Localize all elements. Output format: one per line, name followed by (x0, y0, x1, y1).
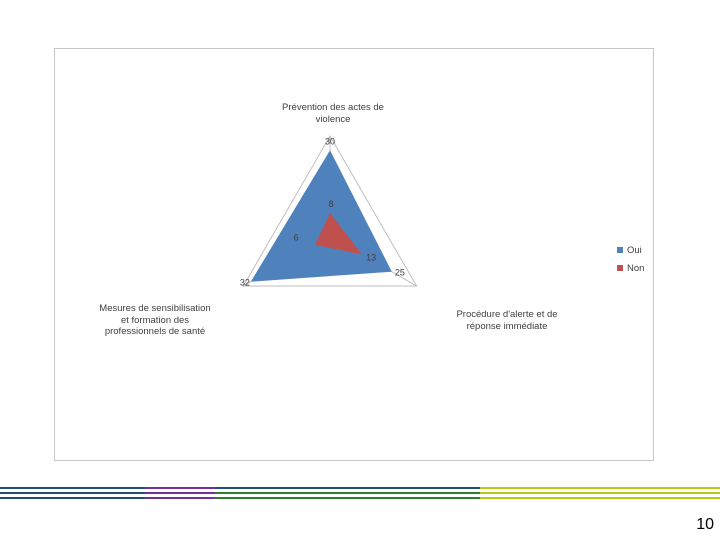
legend-label-oui: Oui (627, 244, 642, 256)
data-label-oui-0: 30 (325, 136, 335, 146)
legend-swatch-oui (617, 247, 623, 253)
legend: Oui Non (617, 241, 644, 277)
data-label-oui-2: 32 (240, 278, 250, 288)
legend-item-non: Non (617, 259, 644, 277)
axis-label-procedure: Procédure d'alerte et de réponse immédia… (456, 309, 558, 332)
data-label-non-1: 13 (366, 253, 376, 263)
legend-label-non: Non (627, 262, 645, 274)
legend-item-oui: Oui (617, 241, 644, 259)
radar-chart: 30 25 32 8 13 6 (240, 134, 418, 288)
stripe-group-purple (145, 487, 215, 499)
axis-label-mesures: Mesures de sensibilisation et formation … (99, 303, 211, 337)
data-label-non-2: 6 (294, 233, 299, 243)
legend-swatch-non (617, 265, 623, 271)
data-label-non-0: 8 (328, 199, 333, 209)
stripe-group-green (215, 487, 480, 499)
axis-label-prevention: Prévention des actes de violence (282, 102, 384, 125)
stripe-group-blue (0, 487, 145, 499)
page-number: 10 (696, 516, 714, 533)
chart-frame: 30 25 32 8 13 6 Prévention des actes de viole… (54, 48, 654, 461)
data-label-oui-1: 25 (395, 268, 405, 278)
series-area-non (315, 213, 363, 255)
footer-stripes (0, 487, 720, 499)
grid-ring-0 (242, 134, 418, 287)
stripe-group-lime (480, 487, 720, 499)
